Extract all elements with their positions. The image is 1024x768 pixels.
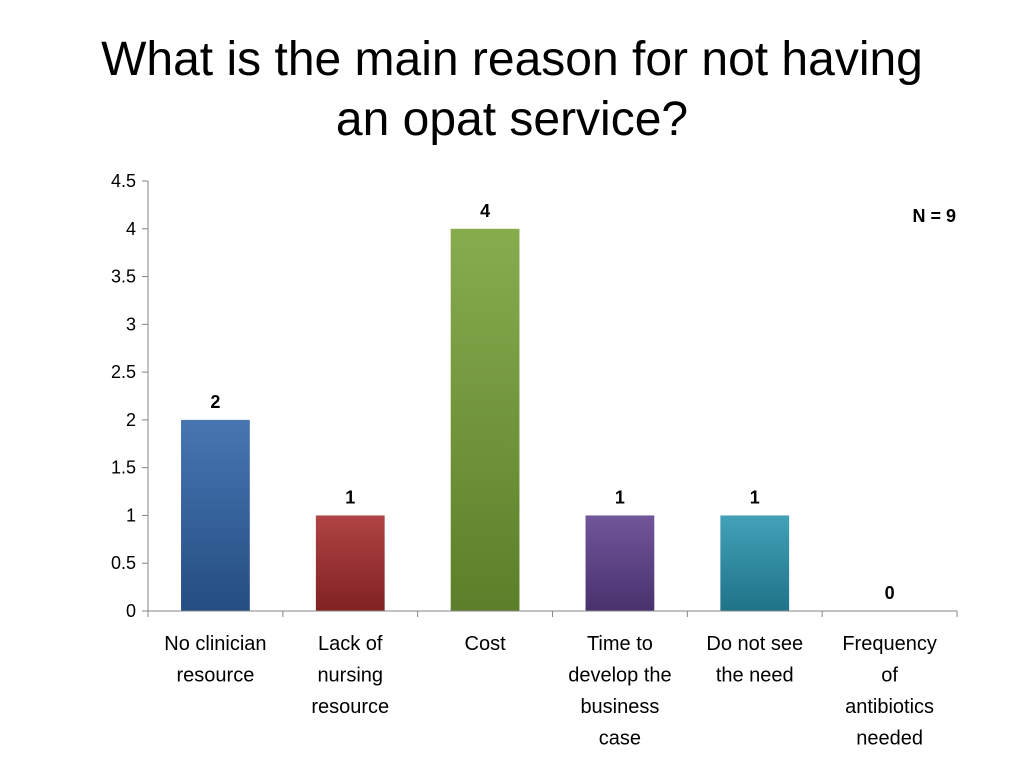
category-label-0-line-0: No clinician — [164, 633, 266, 655]
data-label-1: 1 — [345, 487, 355, 507]
y-tick-label-7: 3.5 — [111, 267, 136, 287]
bar-3 — [585, 515, 655, 611]
category-label-1-line-0: Lack of — [318, 633, 383, 655]
category-label-3-line-1: develop the — [568, 665, 671, 687]
category-label-3-line-2: business — [580, 696, 659, 718]
y-tick-label-6: 3 — [126, 314, 136, 334]
y-tick-label-0: 0 — [126, 601, 136, 621]
bar-0 — [181, 419, 250, 611]
category-label-1-line-2: resource — [311, 696, 389, 718]
slide-title-line-2: an opat service? — [335, 93, 689, 146]
category-label-1-line-1: nursing — [317, 665, 383, 687]
category-label-0: No clinician resource — [164, 633, 266, 687]
category-label-0-line-1: resource — [177, 665, 255, 687]
y-tick-label-9: 4.5 — [111, 171, 136, 191]
data-label-0: 2 — [210, 392, 220, 412]
y-tick-label-1: 0.5 — [111, 553, 136, 573]
category-label-4-line-0: Do not see — [706, 633, 803, 655]
category-label-5-line-2: antibiotics — [845, 696, 934, 718]
category-label-5: Frequency of antibiotics needed — [842, 633, 937, 750]
bar-2 — [450, 228, 520, 611]
category-label-5-line-0: Frequency — [842, 633, 937, 655]
data-label-2: 4 — [480, 201, 490, 221]
category-label-3: Time to develop the business case — [568, 633, 671, 750]
category-label-3-line-3: case — [599, 728, 641, 750]
bar-4 — [720, 515, 790, 611]
slide-title: What is the main reason for not having a… — [40, 30, 984, 150]
bar-1 — [315, 515, 385, 611]
data-label-3: 1 — [615, 487, 625, 507]
category-label-3-line-0: Time to — [587, 633, 653, 655]
category-label-1: Lack of nursing resource — [311, 633, 389, 718]
category-label-4-line-1: the need — [716, 665, 794, 687]
y-tick-label-5: 2.5 — [111, 362, 136, 382]
category-label-2: Cost — [465, 633, 507, 655]
data-label-5: 0 — [885, 583, 895, 603]
category-label-2-line-0: Cost — [465, 633, 507, 655]
slide-title-line-1: What is the main reason for not having — [101, 33, 923, 86]
y-tick-label-8: 4 — [126, 219, 136, 239]
data-label-4: 1 — [750, 487, 760, 507]
category-label-5-line-3: needed — [856, 728, 923, 750]
sample-size-annotation: N = 9 — [912, 206, 956, 226]
category-label-4: Do not see the need — [706, 633, 803, 687]
y-tick-label-2: 1 — [126, 505, 136, 525]
y-tick-label-4: 2 — [126, 410, 136, 430]
category-label-5-line-1: of — [881, 665, 898, 687]
y-tick-label-3: 1.5 — [111, 458, 136, 478]
